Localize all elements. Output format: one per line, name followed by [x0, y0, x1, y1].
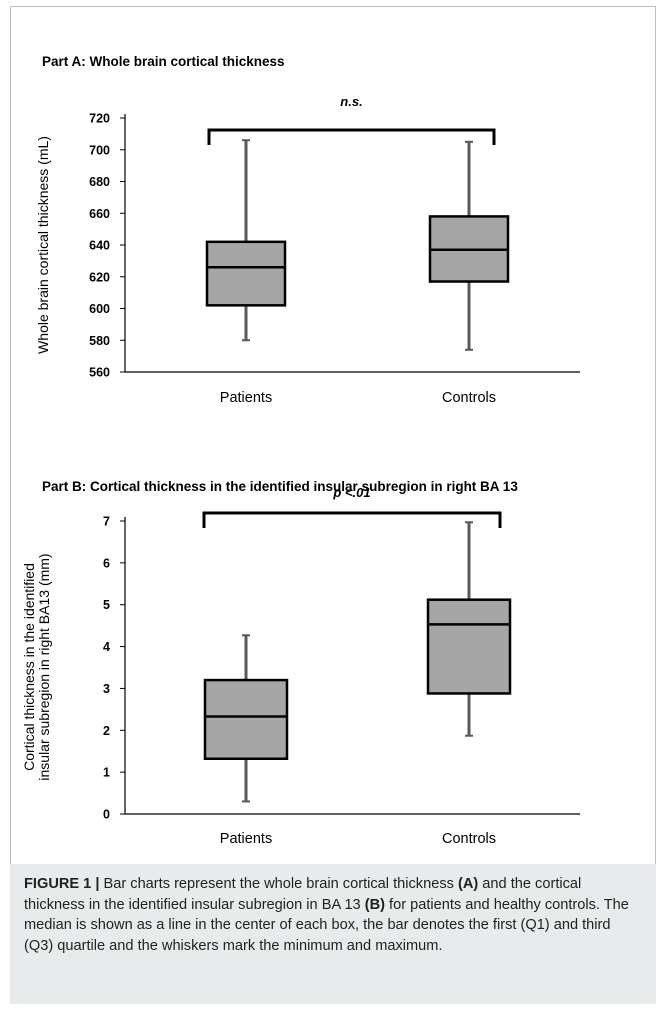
y-tick-label: 3: [103, 682, 110, 696]
chart-title: Part A: Whole brain cortical thickness: [42, 54, 285, 69]
caption-bold-ref: (A): [457, 876, 479, 892]
iqr-box: [203, 678, 289, 760]
y-tick-label: 700: [89, 143, 110, 157]
y-tick-label: 5: [103, 598, 110, 612]
y-tick-label: 600: [89, 302, 110, 316]
y-tick-label: 4: [103, 640, 110, 654]
figure-caption: FIGURE 1 | Bar charts represent the whol…: [10, 864, 656, 1004]
chart-part-b: Part B: Cortical thickness in the identi…: [21, 479, 580, 847]
y-tick-label: 0: [103, 808, 110, 822]
y-tick-label: 640: [89, 239, 110, 253]
significance-bracket: [202, 511, 502, 528]
y-tick-label: 2: [103, 724, 110, 738]
category-label: Patients: [220, 390, 272, 406]
y-tick-label: 620: [89, 270, 110, 284]
category-label: Patients: [220, 831, 272, 847]
y-axis-label: Whole brain cortical thickness (mL): [35, 136, 51, 354]
y-tick-label: 7: [103, 515, 110, 529]
caption-bold-ref: (B): [364, 896, 385, 913]
figure-caption-body: Bar charts represent the whole brain cor…: [24, 876, 629, 954]
y-tick-label: 680: [89, 175, 110, 189]
y-tick-label: 720: [89, 112, 110, 126]
category-label: Controls: [442, 831, 496, 847]
y-axis-label-line: Cortical thickness in the identified: [21, 563, 37, 771]
y-tick-label: 6: [103, 556, 110, 570]
y-tick-label: 660: [89, 207, 110, 221]
chart-title: Part B: Cortical thickness in the identi…: [42, 479, 518, 494]
y-tick-label: 1: [103, 766, 110, 780]
y-tick-label: 580: [89, 334, 110, 348]
significance-annotation: p <.01: [332, 485, 370, 500]
iqr-box: [205, 240, 287, 307]
iqr-box: [426, 598, 512, 695]
category-label: Controls: [442, 390, 496, 406]
significance-annotation: n.s.: [340, 94, 362, 109]
figure-charts: Part A: Whole brain cortical thickness56…: [21, 54, 580, 847]
y-tick-label: 560: [89, 366, 110, 380]
caption-text: and the cortical thickness in the identi…: [24, 876, 582, 913]
figure-caption-label: FIGURE 1 |: [24, 876, 100, 892]
caption-text: Bar charts represent the whole brain cor…: [99, 876, 458, 892]
significance-bracket: [207, 128, 496, 145]
chart-part-a: Part A: Whole brain cortical thickness 56…: [35, 54, 580, 406]
y-axis-label-line: insular subregion in right BA13 (mm): [36, 553, 52, 780]
caption-text: for patients and healthy controls. The m…: [24, 896, 629, 954]
